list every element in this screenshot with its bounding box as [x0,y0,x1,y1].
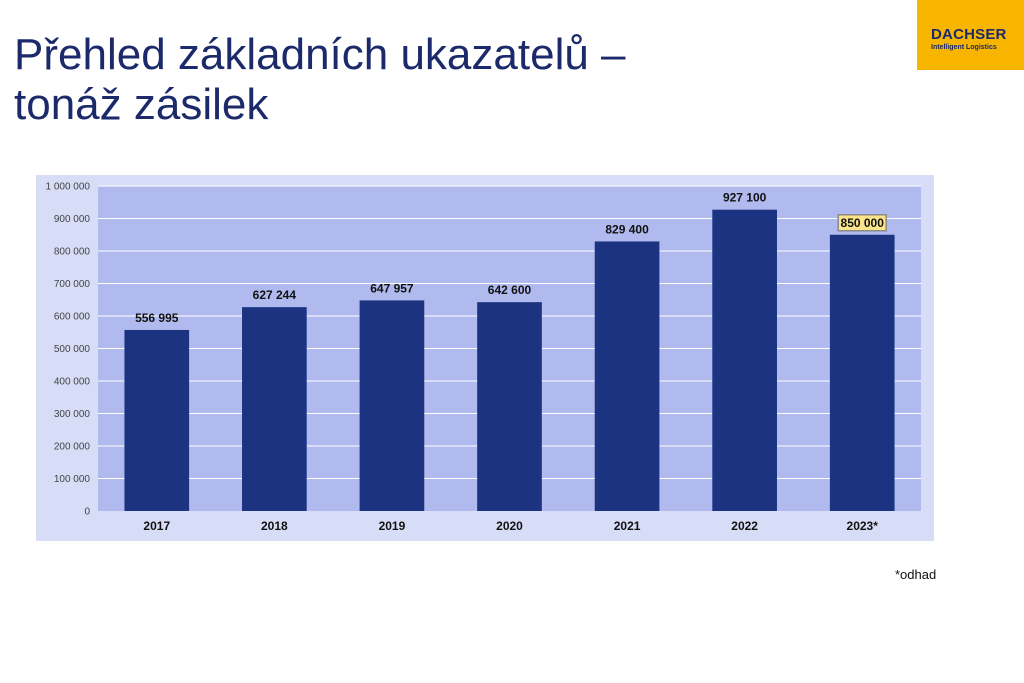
x-tick-label: 2020 [496,519,523,533]
value-labels: 556 995 627 244 647 957 642 600 829 400 927 1… [135,191,887,325]
bar [712,209,777,511]
y-axis: 0 100 000 200 000 300 000 400 000 500 000 600 … [46,182,91,518]
bar [594,241,660,511]
y-tick-label: 0 [84,507,90,518]
value-label: 850 000 [841,216,885,230]
x-axis: 2017 2018 2019 2020 2021 2022 2023* [143,519,878,533]
y-tick-label: 1 000 000 [46,182,91,193]
page-title-line-1: Přehled základních ukazatelů – [14,30,626,79]
page-title: Přehled základních ukazatelů – tonáž zás… [14,30,626,130]
value-label: 829 400 [605,222,649,236]
x-tick-label: 2019 [379,519,406,533]
y-tick-label: 700 000 [54,279,91,290]
y-tick-label: 600 000 [54,312,91,323]
value-label: 647 957 [370,281,414,295]
value-label: 556 995 [135,311,179,325]
value-label: 927 100 [723,191,767,205]
bar [359,300,425,511]
dachser-logo: DACHSER Intelligent Logistics [917,0,1024,70]
x-tick-label: 2022 [731,519,758,533]
footnote: *odhad [895,567,937,582]
y-tick-label: 500 000 [54,344,91,355]
bar [124,329,190,511]
logo-brand-text: DACHSER [931,26,1007,43]
bar [477,302,542,511]
highlighted-value-label-box [837,214,887,232]
logo-tagline-text: Intelligent Logistics [931,44,997,51]
y-tick-label: 200 000 [54,442,91,453]
y-tick-label: 300 000 [54,409,91,420]
x-tick-label: 2018 [261,519,288,533]
y-tick-label: 800 000 [54,247,91,258]
value-label: 627 244 [253,288,297,302]
bar-chart: 0 100 000 200 000 300 000 400 000 500 000 600 … [36,175,934,541]
page-title-line-2: tonáž zásilek [14,80,269,129]
x-tick-label: 2021 [614,519,641,533]
x-tick-label: 2023* [847,519,879,533]
bar-chart-svg: 0 100 000 200 000 300 000 400 000 500 000 600 … [36,175,934,541]
bars [124,209,895,511]
y-tick-label: 400 000 [54,377,91,388]
bar [242,307,307,511]
y-tick-label: 100 000 [54,474,91,485]
y-tick-label: 900 000 [54,214,91,225]
value-label: 642 600 [488,283,532,297]
x-tick-label: 2017 [143,519,170,533]
bar [829,234,895,511]
